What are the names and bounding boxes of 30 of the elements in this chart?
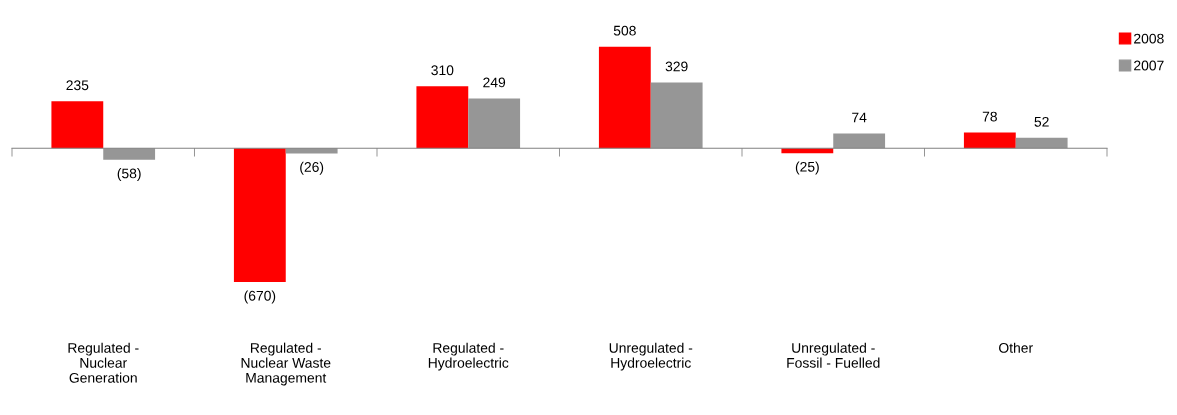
legend-label: 2008 — [1134, 33, 1164, 44]
data-label: 508 — [613, 25, 636, 36]
data-label: (26) — [300, 161, 324, 175]
data-label: 249 — [483, 77, 506, 88]
data-label: (58) — [117, 168, 141, 182]
bar — [650, 82, 703, 149]
data-label: 52 — [1034, 116, 1049, 127]
data-label: 235 — [66, 80, 89, 91]
x-tick-label: Regulated - Nuclear Generation — [68, 342, 139, 383]
x-tick-label: Unregulated - Fossil - Fuelled — [787, 342, 880, 368]
bar — [51, 101, 104, 149]
x-tick-label: Other — [999, 342, 1033, 353]
data-label: 310 — [431, 65, 454, 76]
bar — [963, 132, 1016, 149]
x-tick-label: Regulated - Hydroelectric — [428, 342, 509, 371]
x-tick-label: Regulated - Nuclear Waste Management — [241, 342, 331, 386]
data-label: 329 — [665, 61, 688, 72]
bar — [233, 148, 286, 283]
legend-label: 2007 — [1134, 60, 1164, 71]
bar — [103, 148, 156, 160]
bar — [833, 133, 886, 149]
bar — [468, 98, 521, 149]
data-label: 78 — [982, 111, 997, 122]
data-label: 74 — [852, 112, 867, 123]
x-tick-label: Unregulated - Hydroelectric — [609, 342, 693, 371]
data-label: (25) — [795, 161, 819, 175]
data-label: (670) — [244, 290, 276, 304]
bar — [598, 46, 651, 149]
bar — [416, 86, 469, 149]
bar — [1015, 137, 1068, 149]
